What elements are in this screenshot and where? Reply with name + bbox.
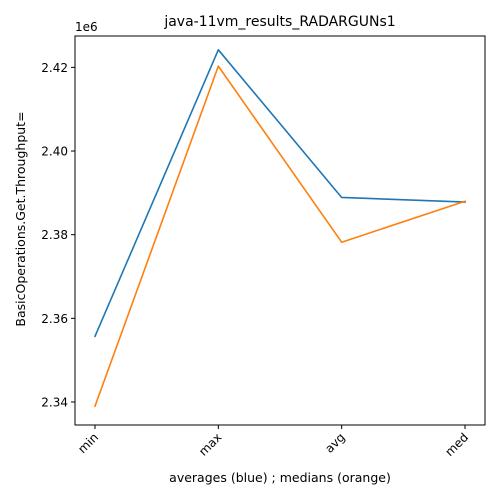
y-tick-label: 2.40 [41,145,68,159]
x-axis-label: averages (blue) ; medians (orange) [169,470,391,485]
y-tick-label: 2.34 [41,395,68,409]
x-tick-label: min [75,430,101,456]
x-tick-label: avg [322,430,348,456]
y-tick-label: 2.38 [41,228,68,242]
chart-title: java-11vm_results_RADARGUNs1 [163,14,395,30]
series-2-line [93,65,467,408]
series-1-line [93,48,466,338]
x-tick-label: max [196,430,224,458]
y-tick-label: 2.36 [41,312,68,326]
plot-area: 2.34 2.36 2.38 2.40 2.42 min max avg med [41,35,486,459]
y-axis-label: BasicOperations.Get.Throughput= [13,111,28,326]
y-tick-label: 2.42 [41,61,68,75]
axes-frame [74,35,486,426]
y-axis-offset-label: 1e6 [75,20,98,34]
x-tick-label: med [442,430,471,459]
